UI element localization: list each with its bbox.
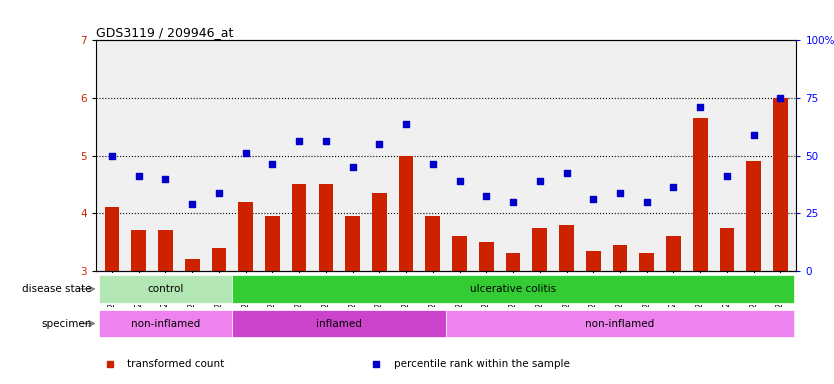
Text: disease state: disease state (23, 284, 92, 294)
Point (640, 199, 653, 205)
Bar (372, 193, 387, 271)
Bar (292, 184, 306, 271)
Text: percentile rank within the sample: percentile rank within the sample (394, 359, 570, 369)
Point (453, 178, 466, 185)
Bar (586, 251, 600, 271)
Bar (233, 275, 794, 303)
Point (212, 190, 225, 196)
Point (533, 178, 546, 185)
Bar (319, 184, 334, 271)
Bar (98, 310, 233, 337)
Point (185, 202, 198, 208)
Text: control: control (148, 284, 183, 294)
Bar (559, 225, 574, 271)
Text: transformed count: transformed count (128, 359, 224, 369)
Point (560, 170, 573, 176)
Text: inflamed: inflamed (316, 318, 362, 329)
Point (506, 199, 520, 205)
Point (266, 161, 279, 167)
Point (346, 164, 359, 170)
Point (747, 132, 761, 139)
Point (480, 193, 493, 199)
Point (373, 141, 386, 147)
Bar (446, 310, 794, 337)
Point (774, 95, 787, 101)
Bar (720, 227, 734, 271)
Text: ulcerative colitis: ulcerative colitis (470, 284, 556, 294)
Bar (239, 202, 253, 271)
Bar (505, 253, 520, 271)
Bar (399, 156, 414, 271)
Point (132, 173, 145, 179)
Point (721, 173, 734, 179)
Point (613, 190, 626, 196)
Bar (479, 242, 494, 271)
Point (586, 196, 600, 202)
Text: non-inflamed: non-inflamed (131, 318, 200, 329)
Point (399, 121, 413, 127)
Bar (265, 216, 279, 271)
Bar (233, 310, 446, 337)
Text: GDS3119 / 209946_at: GDS3119 / 209946_at (96, 26, 234, 39)
Bar (158, 230, 173, 271)
Bar (693, 118, 707, 271)
Bar (185, 259, 199, 271)
Bar (773, 98, 788, 271)
Bar (425, 216, 440, 271)
Point (694, 104, 707, 110)
Point (319, 138, 333, 144)
Point (105, 152, 118, 159)
Bar (345, 216, 360, 271)
Bar (104, 207, 119, 271)
Bar (613, 245, 627, 271)
Text: specimen: specimen (42, 318, 92, 329)
Bar (212, 248, 226, 271)
Bar (452, 236, 467, 271)
Bar (98, 275, 233, 303)
Point (158, 175, 172, 182)
Point (239, 150, 253, 156)
Point (293, 138, 306, 144)
Bar (666, 236, 681, 271)
Bar (131, 230, 146, 271)
Point (426, 161, 440, 167)
Bar (746, 161, 761, 271)
Text: non-inflamed: non-inflamed (585, 318, 655, 329)
Bar (640, 253, 654, 271)
Bar (532, 227, 547, 271)
Point (667, 184, 681, 190)
